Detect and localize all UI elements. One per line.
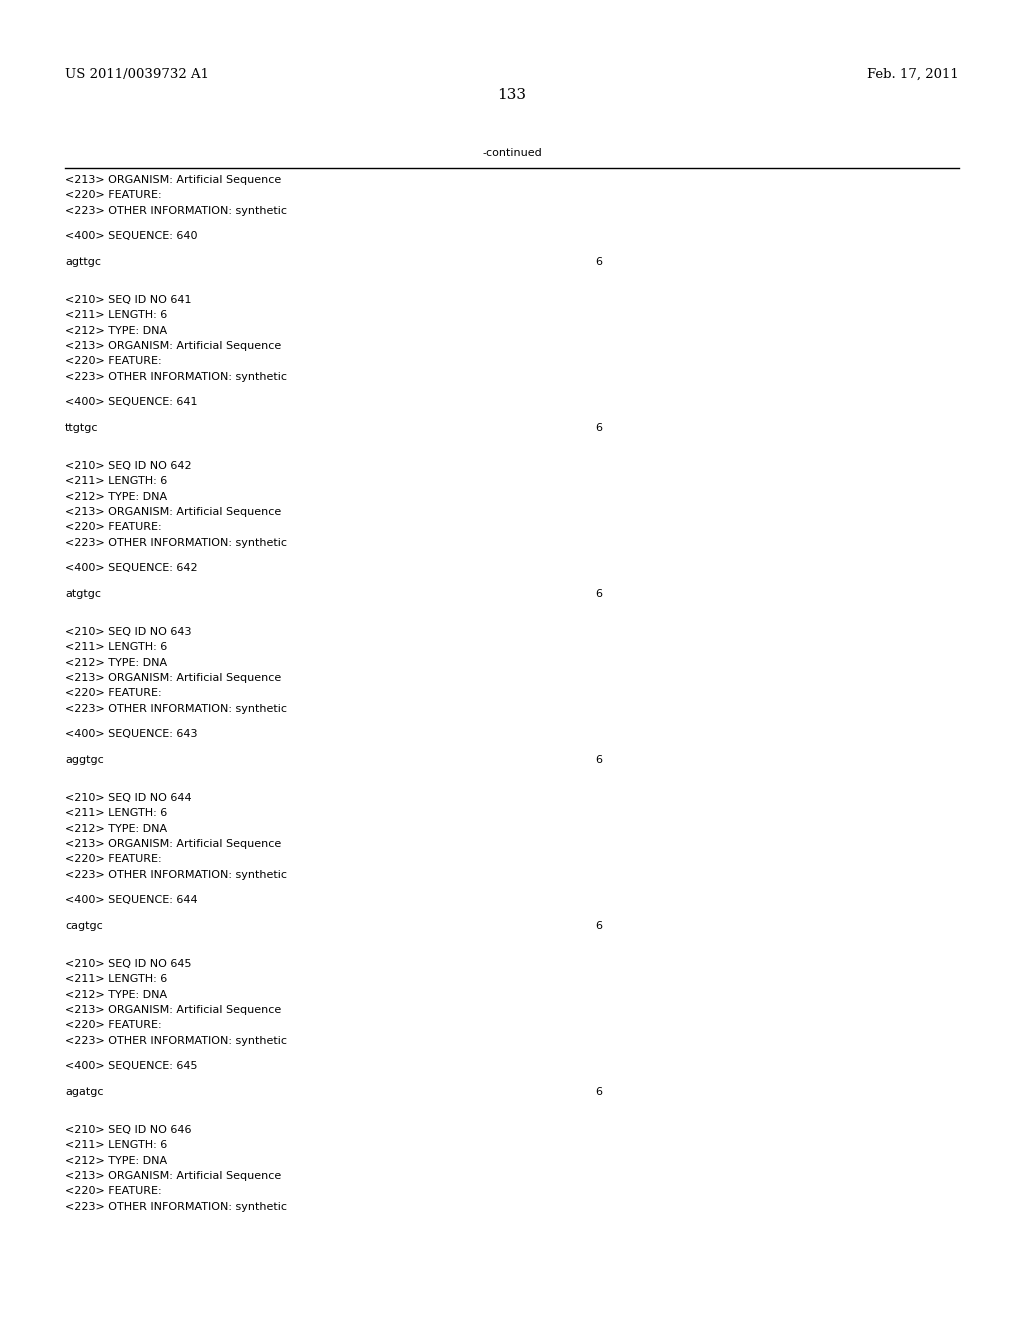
- Text: <223> OTHER INFORMATION: synthetic: <223> OTHER INFORMATION: synthetic: [65, 870, 287, 880]
- Text: <212> TYPE: DNA: <212> TYPE: DNA: [65, 491, 167, 502]
- Text: cagtgc: cagtgc: [65, 921, 102, 931]
- Text: <213> ORGANISM: Artificial Sequence: <213> ORGANISM: Artificial Sequence: [65, 1171, 282, 1181]
- Text: <223> OTHER INFORMATION: synthetic: <223> OTHER INFORMATION: synthetic: [65, 206, 287, 216]
- Text: <220> FEATURE:: <220> FEATURE:: [65, 523, 162, 532]
- Text: ttgtgc: ttgtgc: [65, 422, 98, 433]
- Text: atgtgc: atgtgc: [65, 589, 101, 599]
- Text: 133: 133: [498, 88, 526, 102]
- Text: <210> SEQ ID NO 643: <210> SEQ ID NO 643: [65, 627, 191, 636]
- Text: <220> FEATURE:: <220> FEATURE:: [65, 689, 162, 698]
- Text: <210> SEQ ID NO 645: <210> SEQ ID NO 645: [65, 958, 191, 969]
- Text: <220> FEATURE:: <220> FEATURE:: [65, 190, 162, 201]
- Text: agatgc: agatgc: [65, 1086, 103, 1097]
- Text: <212> TYPE: DNA: <212> TYPE: DNA: [65, 824, 167, 833]
- Text: <213> ORGANISM: Artificial Sequence: <213> ORGANISM: Artificial Sequence: [65, 507, 282, 517]
- Text: <400> SEQUENCE: 642: <400> SEQUENCE: 642: [65, 564, 198, 573]
- Text: US 2011/0039732 A1: US 2011/0039732 A1: [65, 69, 209, 81]
- Text: <220> FEATURE:: <220> FEATURE:: [65, 1187, 162, 1196]
- Text: <223> OTHER INFORMATION: synthetic: <223> OTHER INFORMATION: synthetic: [65, 372, 287, 381]
- Text: <223> OTHER INFORMATION: synthetic: <223> OTHER INFORMATION: synthetic: [65, 1203, 287, 1212]
- Text: <400> SEQUENCE: 643: <400> SEQUENCE: 643: [65, 730, 198, 739]
- Text: 6: 6: [595, 589, 602, 599]
- Text: <220> FEATURE:: <220> FEATURE:: [65, 356, 162, 367]
- Text: -continued: -continued: [482, 148, 542, 158]
- Text: 6: 6: [595, 1086, 602, 1097]
- Text: <212> TYPE: DNA: <212> TYPE: DNA: [65, 990, 167, 999]
- Text: <223> OTHER INFORMATION: synthetic: <223> OTHER INFORMATION: synthetic: [65, 1036, 287, 1045]
- Text: <213> ORGANISM: Artificial Sequence: <213> ORGANISM: Artificial Sequence: [65, 341, 282, 351]
- Text: <210> SEQ ID NO 642: <210> SEQ ID NO 642: [65, 461, 191, 470]
- Text: <210> SEQ ID NO 646: <210> SEQ ID NO 646: [65, 1125, 191, 1134]
- Text: <400> SEQUENCE: 644: <400> SEQUENCE: 644: [65, 895, 198, 906]
- Text: 6: 6: [595, 921, 602, 931]
- Text: aggtgc: aggtgc: [65, 755, 103, 766]
- Text: <400> SEQUENCE: 645: <400> SEQUENCE: 645: [65, 1061, 198, 1072]
- Text: <212> TYPE: DNA: <212> TYPE: DNA: [65, 657, 167, 668]
- Text: <220> FEATURE:: <220> FEATURE:: [65, 854, 162, 865]
- Text: <210> SEQ ID NO 641: <210> SEQ ID NO 641: [65, 294, 191, 305]
- Text: <211> LENGTH: 6: <211> LENGTH: 6: [65, 808, 167, 818]
- Text: <211> LENGTH: 6: <211> LENGTH: 6: [65, 1140, 167, 1150]
- Text: <400> SEQUENCE: 640: <400> SEQUENCE: 640: [65, 231, 198, 242]
- Text: <213> ORGANISM: Artificial Sequence: <213> ORGANISM: Artificial Sequence: [65, 840, 282, 849]
- Text: <223> OTHER INFORMATION: synthetic: <223> OTHER INFORMATION: synthetic: [65, 539, 287, 548]
- Text: <211> LENGTH: 6: <211> LENGTH: 6: [65, 310, 167, 319]
- Text: <223> OTHER INFORMATION: synthetic: <223> OTHER INFORMATION: synthetic: [65, 704, 287, 714]
- Text: <211> LENGTH: 6: <211> LENGTH: 6: [65, 974, 167, 983]
- Text: <212> TYPE: DNA: <212> TYPE: DNA: [65, 326, 167, 335]
- Text: 6: 6: [595, 755, 602, 766]
- Text: <211> LENGTH: 6: <211> LENGTH: 6: [65, 642, 167, 652]
- Text: <210> SEQ ID NO 644: <210> SEQ ID NO 644: [65, 792, 191, 803]
- Text: <220> FEATURE:: <220> FEATURE:: [65, 1020, 162, 1031]
- Text: <213> ORGANISM: Artificial Sequence: <213> ORGANISM: Artificial Sequence: [65, 673, 282, 682]
- Text: 6: 6: [595, 257, 602, 267]
- Text: <213> ORGANISM: Artificial Sequence: <213> ORGANISM: Artificial Sequence: [65, 1005, 282, 1015]
- Text: 6: 6: [595, 422, 602, 433]
- Text: Feb. 17, 2011: Feb. 17, 2011: [867, 69, 959, 81]
- Text: <400> SEQUENCE: 641: <400> SEQUENCE: 641: [65, 397, 198, 408]
- Text: <213> ORGANISM: Artificial Sequence: <213> ORGANISM: Artificial Sequence: [65, 176, 282, 185]
- Text: agttgc: agttgc: [65, 257, 101, 267]
- Text: <211> LENGTH: 6: <211> LENGTH: 6: [65, 477, 167, 486]
- Text: <212> TYPE: DNA: <212> TYPE: DNA: [65, 1155, 167, 1166]
